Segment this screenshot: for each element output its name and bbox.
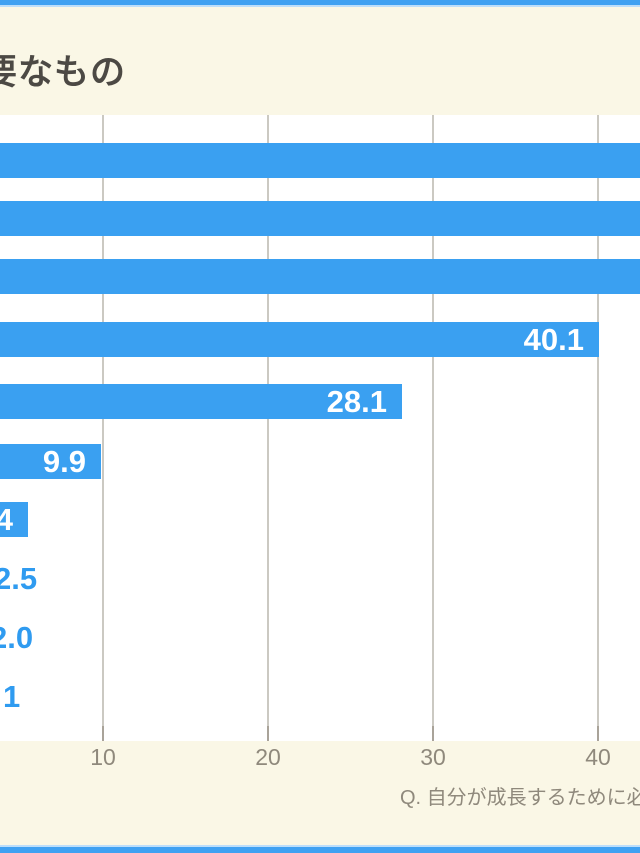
bar-value-label: 9.9 (42, 444, 86, 479)
gridline (597, 115, 599, 741)
x-tick-label: 20 (255, 744, 281, 770)
bar-value-label-outside: 2.0 (0, 620, 34, 655)
bar-value-label: 4 (0, 502, 13, 537)
survey-question: Q. 自分が成長するために必 (400, 787, 640, 809)
gridline (432, 115, 434, 741)
bar-value-label: 40.1 (523, 322, 584, 357)
axis-tick (267, 726, 269, 741)
bottom-border-strip (0, 845, 640, 853)
bar-value-label: 28.1 (326, 384, 387, 419)
bar (0, 259, 640, 294)
bar: 40.1 (0, 322, 599, 357)
bar-value-label-outside: 1 (3, 679, 21, 714)
chart-title: 要なもの (0, 53, 127, 92)
gridline (267, 115, 269, 741)
axis-tick (432, 726, 434, 741)
bar: 28.1 (0, 384, 402, 419)
bar: 4 (0, 502, 28, 537)
top-border-strip (0, 0, 640, 7)
axis-tick (102, 726, 104, 741)
bar (0, 143, 640, 178)
bar (0, 201, 640, 236)
x-tick-label: 10 (90, 744, 116, 770)
gridline (102, 115, 104, 741)
x-tick-label: 30 (420, 744, 446, 770)
x-tick-label: 40 (585, 744, 611, 770)
bar-value-label-outside: 2.5 (0, 561, 38, 596)
bar: 9.9 (0, 444, 101, 479)
plot-area: 40.1 28.1 9.9 4 2.5 2.0 1 (0, 115, 640, 741)
axis-tick (597, 726, 599, 741)
